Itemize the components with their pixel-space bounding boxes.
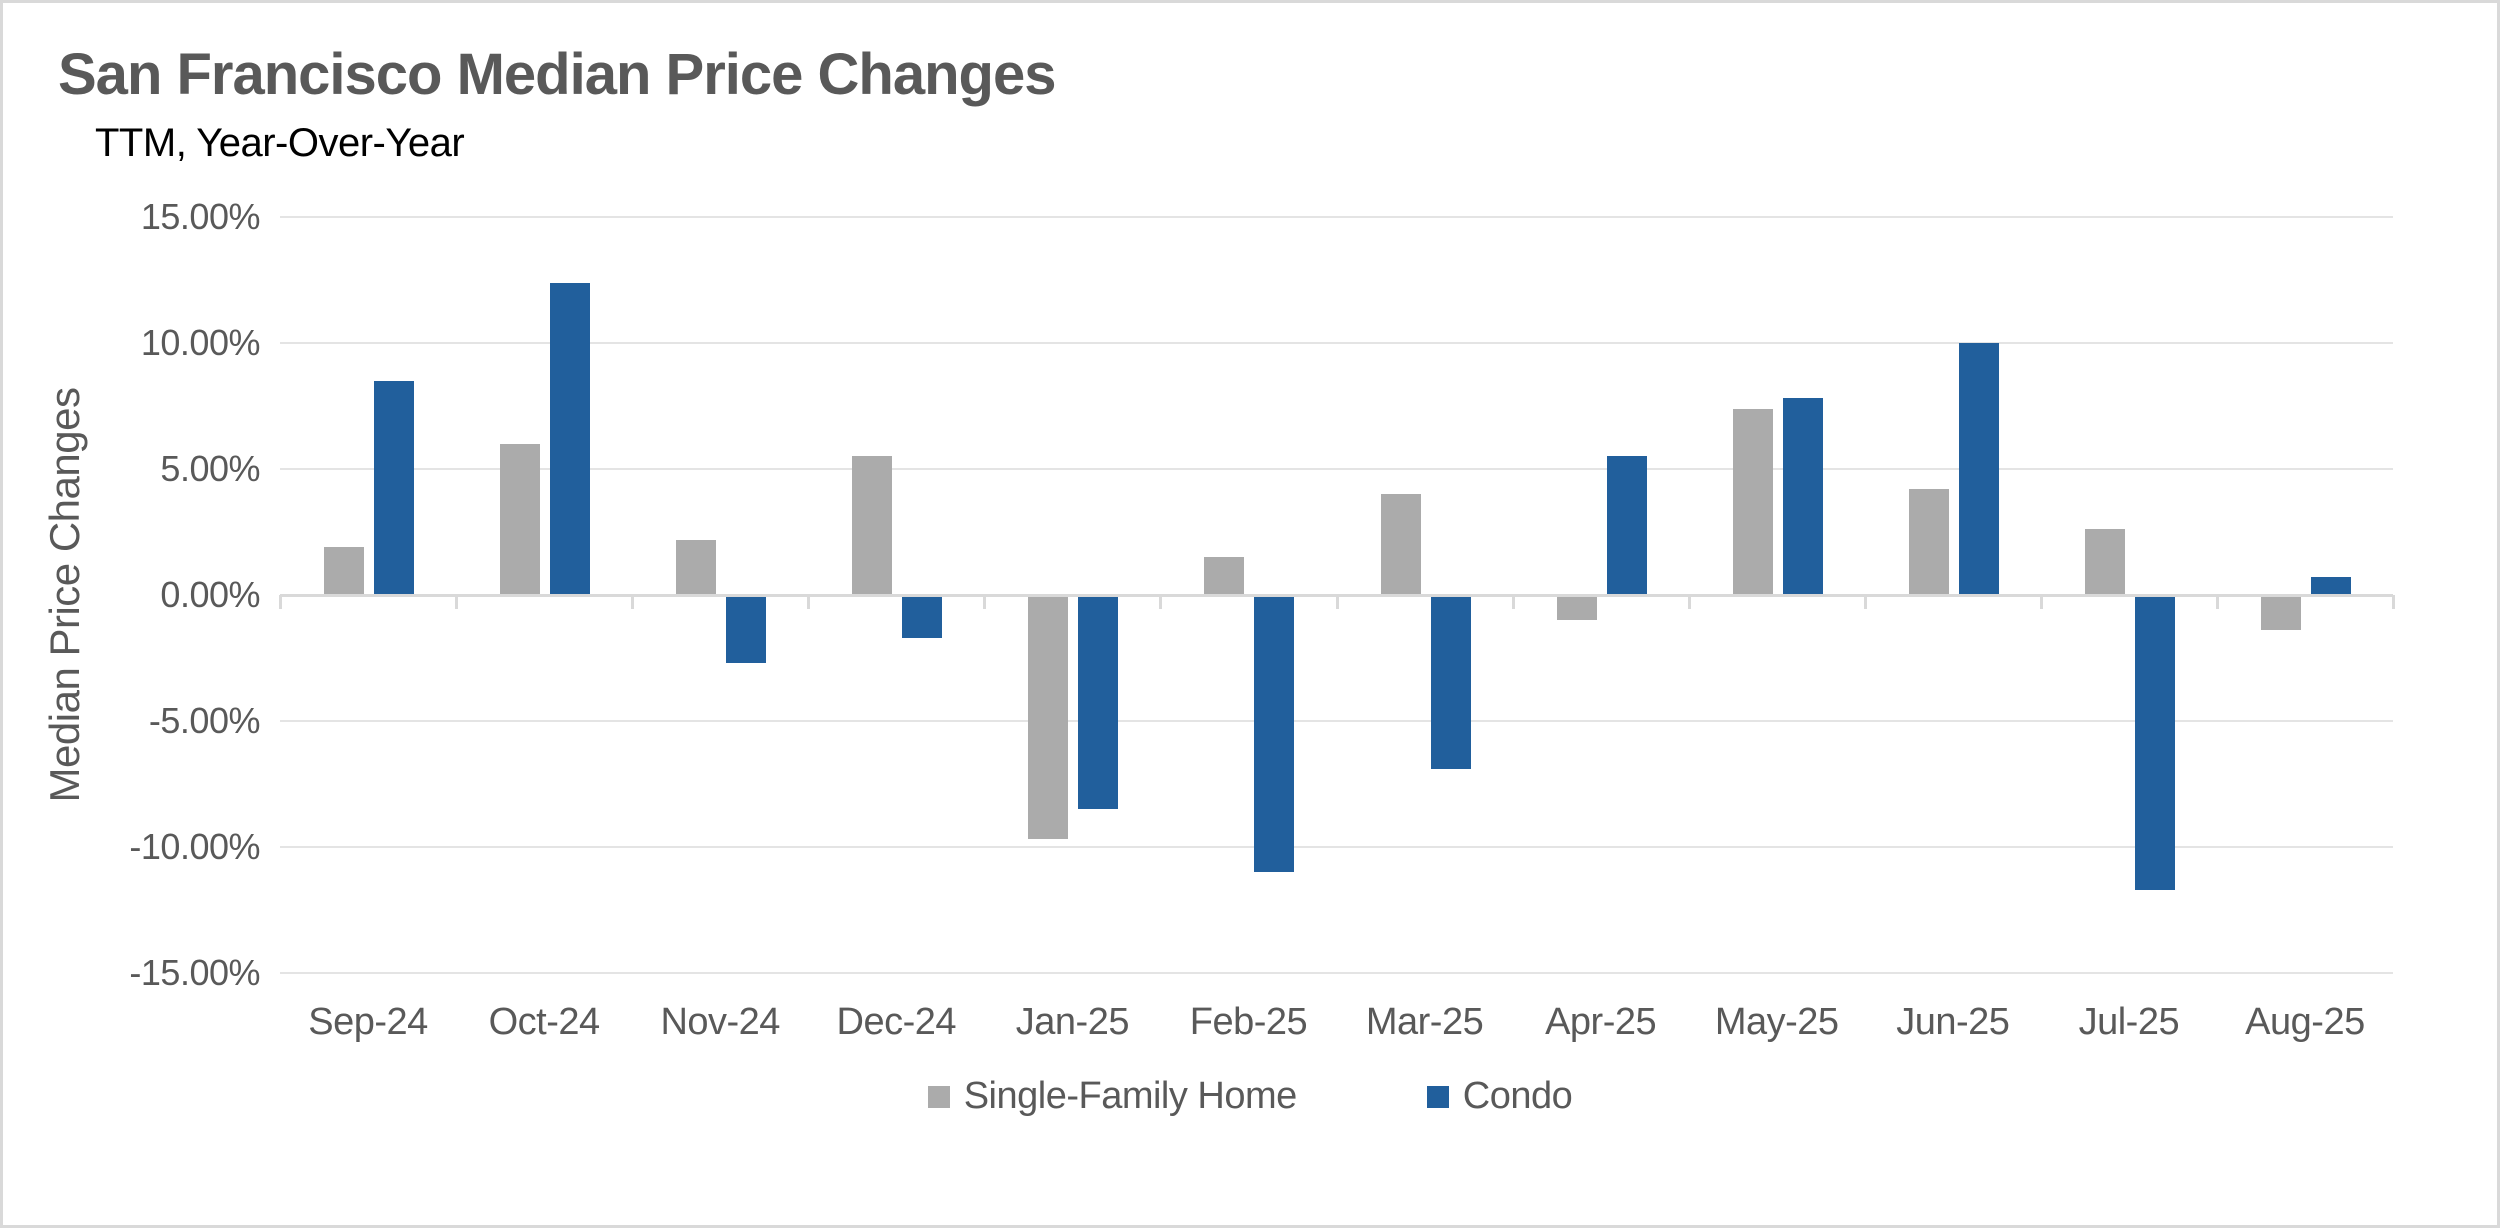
gridline	[280, 972, 2393, 974]
x-tick-label: Dec-24	[836, 1001, 957, 1043]
y-tick-label: -5.00%	[148, 700, 261, 741]
axis-line	[280, 594, 2393, 597]
axis-tick	[1687, 595, 1691, 609]
bar-single-family-home-oct-24	[500, 443, 541, 595]
axis-tick	[1511, 595, 1515, 609]
legend-swatch-single-family-home	[927, 1085, 950, 1108]
bar-condo-apr-25	[1606, 456, 1647, 595]
x-tick-label: Feb-25	[1189, 1001, 1308, 1043]
x-tick-label: Jul-25	[2078, 1001, 2180, 1043]
bar-single-family-home-may-25	[1732, 408, 1773, 595]
axis-tick	[1863, 595, 1867, 609]
bar-condo-jun-25	[1958, 343, 1999, 595]
bar-single-family-home-apr-25	[1556, 595, 1597, 621]
legend-item-condo: Condo	[1426, 1075, 1573, 1118]
gridline	[280, 468, 2393, 470]
axis-tick	[2215, 595, 2219, 609]
bar-condo-mar-25	[1430, 595, 1471, 769]
x-tick-label: Apr-25	[1545, 1001, 1657, 1043]
bar-single-family-home-feb-25	[1204, 557, 1245, 595]
axis-tick	[807, 595, 811, 609]
bar-single-family-home-sep-24	[324, 547, 364, 595]
legend-label-condo: Condo	[1462, 1075, 1573, 1117]
y-tick-label: 5.00%	[160, 448, 260, 489]
bar-single-family-home-jun-25	[1908, 489, 1949, 595]
y-tick-label: -15.00%	[129, 952, 260, 993]
bar-condo-feb-25	[1254, 595, 1295, 873]
x-tick-label: Jun-25	[1896, 1001, 2010, 1043]
axis-tick	[1159, 595, 1163, 609]
gridline	[280, 342, 2393, 344]
y-tick-label: 0.00%	[160, 574, 260, 615]
axis-tick	[2392, 595, 2395, 609]
axis-tick	[2039, 595, 2043, 609]
x-tick-label: May-25	[1714, 1001, 1839, 1043]
legend: Single-Family Home Condo	[3, 1075, 2497, 1118]
bar-condo-jul-25	[2134, 595, 2175, 890]
axis-tick	[983, 595, 987, 609]
bar-condo-dec-24	[902, 595, 943, 638]
axis-tick	[631, 595, 635, 609]
x-tick-label: Aug-25	[2245, 1001, 2365, 1043]
bar-condo-jan-25	[1078, 595, 1119, 810]
bar-condo-sep-24	[374, 380, 414, 595]
chart-subtitle: TTM, Year-Over-Year	[95, 121, 465, 165]
bar-condo-may-25	[1782, 398, 1823, 595]
axis-tick	[455, 595, 459, 609]
chart-title: San Francisco Median Price Changes	[58, 42, 1056, 107]
bar-single-family-home-nov-24	[676, 539, 717, 595]
axis-tick	[1335, 595, 1339, 609]
bar-single-family-home-jul-25	[2084, 529, 2125, 595]
x-tick-label: Sep-24	[308, 1001, 428, 1043]
gridline	[280, 846, 2393, 848]
bar-single-family-home-mar-25	[1380, 494, 1421, 595]
bar-condo-nov-24	[726, 595, 767, 664]
y-tick-label: -10.00%	[129, 826, 260, 867]
bar-condo-aug-25	[2310, 577, 2351, 595]
y-tick-label: 15.00%	[140, 196, 261, 237]
x-tick-label: Mar-25	[1365, 1001, 1484, 1043]
legend-item-single-family-home: Single-Family Home	[927, 1075, 1298, 1118]
legend-label-single-family-home: Single-Family Home	[963, 1075, 1298, 1117]
y-tick-label: 10.00%	[140, 322, 261, 363]
bar-single-family-home-aug-25	[2260, 595, 2301, 631]
bar-single-family-home-dec-24	[852, 456, 893, 595]
bar-single-family-home-jan-25	[1028, 595, 1069, 840]
axis-tick	[279, 595, 282, 609]
x-tick-label: Jan-25	[1015, 1001, 1130, 1043]
x-tick-label: Oct-24	[488, 1001, 601, 1043]
gridline	[280, 216, 2393, 218]
bar-condo-oct-24	[550, 282, 591, 595]
gridline	[280, 720, 2393, 722]
x-tick-label: Nov-24	[660, 1001, 780, 1043]
legend-swatch-condo	[1426, 1085, 1449, 1108]
